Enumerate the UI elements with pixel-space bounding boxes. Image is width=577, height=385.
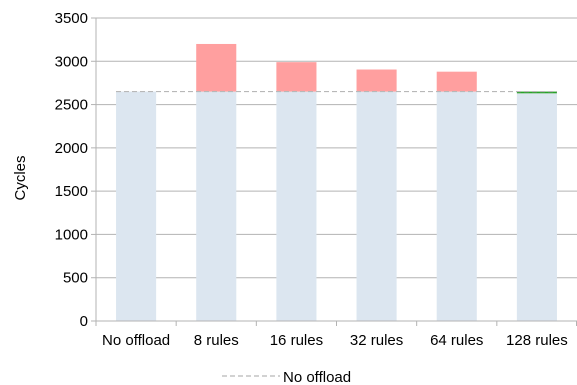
bar-segment-0-4 (436, 91, 477, 321)
bar-segment-2-5 (516, 91, 557, 94)
bar-segment-0-3 (356, 91, 397, 321)
y-tick-label-0: 0 (80, 313, 88, 330)
x-category-label-5: 128 rules (506, 332, 568, 349)
axes (95, 18, 577, 326)
legend: No offload (222, 369, 351, 385)
x-category-label-3: 32 rules (350, 332, 403, 349)
y-tick-label-2500: 2500 (55, 97, 88, 114)
bar-segment-1-2 (276, 62, 317, 92)
bars (116, 43, 557, 322)
x-category-label-0: No offload (102, 332, 170, 349)
y-tick-label-3500: 3500 (55, 10, 88, 27)
bar-segment-1-3 (356, 69, 397, 92)
y-tick-label-2000: 2000 (55, 140, 88, 157)
x-category-labels: No offload 8 rules 16 rules 32 rules 64 rule… (102, 332, 568, 349)
bar-segment-0-0 (116, 91, 157, 321)
bar-segment-0-5 (516, 93, 557, 322)
bar-segment-0-2 (276, 91, 317, 321)
y-axis-title: Cycles (12, 155, 29, 200)
x-category-label-2: 16 rules (270, 332, 323, 349)
y-tick-label-3000: 3000 (55, 53, 88, 70)
y-tick-labels: 0 500 1000 1500 2000 2500 3000 3500 (55, 10, 96, 330)
x-category-label-4: 64 rules (430, 332, 483, 349)
legend-label-no-offload: No offload (283, 369, 351, 385)
y-tick-label-1000: 1000 (55, 226, 88, 243)
bar-segment-1-4 (436, 71, 477, 92)
y-tick-label-1500: 1500 (55, 183, 88, 200)
bar-segment-0-1 (196, 91, 237, 321)
grid-lines (96, 17, 577, 279)
bar-segment-1-1 (196, 43, 237, 92)
y-tick-label-500: 500 (63, 270, 88, 287)
x-category-label-1: 8 rules (194, 332, 239, 349)
